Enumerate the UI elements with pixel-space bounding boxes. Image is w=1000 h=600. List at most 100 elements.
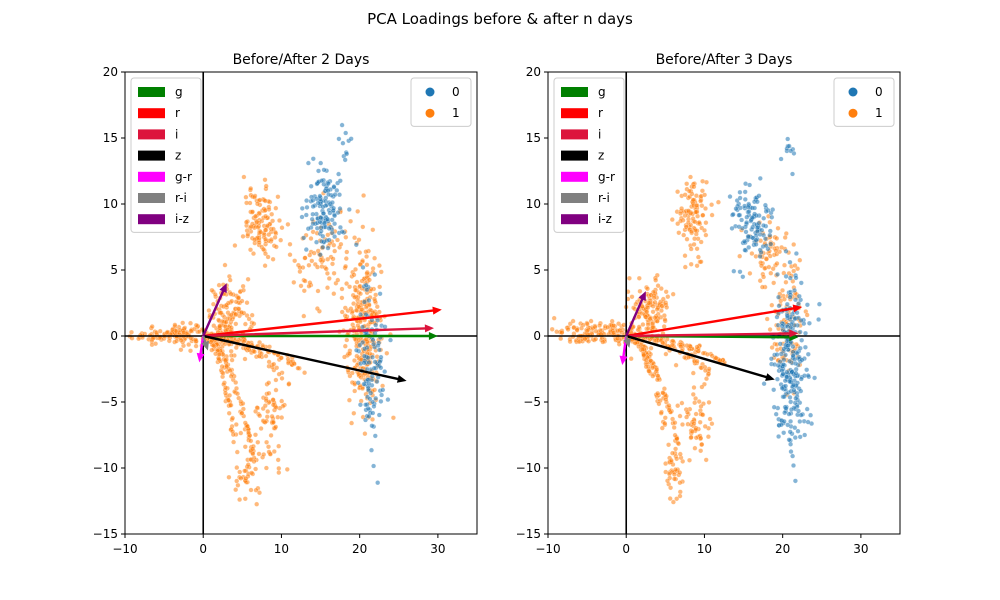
scatter-point-class-1 xyxy=(700,212,706,218)
scatter-point-class-0 xyxy=(747,182,753,188)
scatter-point-class-1 xyxy=(253,487,259,493)
loading-arrow-r xyxy=(626,304,803,338)
scatter-point-class-0 xyxy=(753,237,759,243)
figure-title: PCA Loadings before & after n days xyxy=(367,10,633,28)
scatter-point-class-0 xyxy=(373,395,379,401)
scatter-point-class-1 xyxy=(684,409,690,415)
scatter-point-class-0 xyxy=(332,192,338,198)
scatter-point-class-0 xyxy=(805,351,811,357)
scatter-point-class-1 xyxy=(354,353,360,359)
scatter-point-class-0 xyxy=(783,405,789,411)
legend-label-1: 1 xyxy=(875,106,883,120)
scatter-point-class-0 xyxy=(331,184,337,190)
scatter-point-class-1 xyxy=(671,425,677,431)
scatter-point-class-1 xyxy=(791,241,797,247)
scatter-point-class-0 xyxy=(362,346,368,352)
scatter-point-class-0 xyxy=(742,247,748,253)
scatter-point-class-1 xyxy=(687,457,693,463)
legend-swatch-i-z xyxy=(561,214,588,225)
scatter-point-class-1 xyxy=(266,359,272,365)
scatter-point-class-0 xyxy=(792,435,798,441)
x-tick-label: 20 xyxy=(352,542,367,556)
scatter-point-class-0 xyxy=(776,303,782,309)
scatter-point-class-1 xyxy=(284,466,290,472)
scatter-point-class-1 xyxy=(149,324,155,330)
loading-arrow-i-z xyxy=(202,283,227,337)
scatter-point-class-0 xyxy=(791,387,797,393)
scatter-point-class-1 xyxy=(648,345,654,351)
scatter-point-class-1 xyxy=(210,301,216,307)
scatter-point-class-1 xyxy=(643,364,649,370)
scatter-point-class-1 xyxy=(273,205,279,211)
scatter-point-class-1 xyxy=(307,280,313,286)
scatter-point-class-0 xyxy=(761,381,767,387)
scatter-point-class-0 xyxy=(797,419,803,425)
scatter-point-class-1 xyxy=(248,487,254,493)
scatter-point-class-1 xyxy=(266,380,272,386)
scatter-point-class-1 xyxy=(210,342,216,348)
scatter-point-class-1 xyxy=(774,235,780,241)
scatter-point-class-1 xyxy=(690,197,696,203)
scatter-point-class-1 xyxy=(325,232,331,238)
scatter-point-class-1 xyxy=(558,336,564,342)
scatter-point-class-0 xyxy=(346,206,352,212)
scatter-point-class-0 xyxy=(804,302,810,308)
scatter-point-class-1 xyxy=(672,432,678,438)
scatter-point-class-0 xyxy=(771,404,777,410)
scatter-point-class-1 xyxy=(681,232,687,238)
scatter-point-class-1 xyxy=(698,448,704,454)
legend-label-r: r xyxy=(175,106,180,120)
scatter-point-class-1 xyxy=(193,322,199,328)
scatter-point-class-0 xyxy=(785,343,791,349)
scatter-point-class-1 xyxy=(262,207,268,213)
scatter-point-class-1 xyxy=(243,194,249,200)
scatter-point-class-1 xyxy=(228,373,234,379)
loading-arrow-g-r xyxy=(196,335,205,363)
class-legend: 01 xyxy=(833,77,895,127)
scatter-point-class-1 xyxy=(713,355,719,361)
scatter-point-class-1 xyxy=(235,482,241,488)
scatter-point-class-0 xyxy=(757,175,763,181)
scatter-point-class-0 xyxy=(310,221,316,227)
scatter-point-class-0 xyxy=(361,360,367,366)
scatter-point-class-0 xyxy=(787,394,793,400)
scatter-point-class-1 xyxy=(775,225,781,231)
scatter-point-class-0 xyxy=(798,376,804,382)
scatter-point-class-1 xyxy=(266,390,272,396)
scatter-point-class-1 xyxy=(362,431,368,437)
scatter-point-class-1 xyxy=(222,357,228,363)
scatter-point-class-0 xyxy=(808,412,814,418)
scatter-point-class-1 xyxy=(643,314,649,320)
scatter-point-class-0 xyxy=(802,373,808,379)
scatter-point-class-0 xyxy=(382,324,388,330)
scatter-point-class-1 xyxy=(257,197,263,203)
scatter-point-class-1 xyxy=(242,321,248,327)
scatter-point-class-1 xyxy=(178,347,184,353)
scatter-point-class-0 xyxy=(805,419,811,425)
scatter-point-class-1 xyxy=(265,223,271,229)
scatter-point-class-1 xyxy=(670,291,676,297)
scatter-point-class-1 xyxy=(689,429,695,435)
scatter-point-class-0 xyxy=(739,217,745,223)
scatter-point-class-1 xyxy=(254,201,260,207)
scatter-point-class-1 xyxy=(236,306,242,312)
scatter-point-class-1 xyxy=(286,381,292,387)
scatter-point-class-1 xyxy=(747,270,753,276)
scatter-point-class-0 xyxy=(336,171,342,177)
scatter-point-class-0 xyxy=(733,206,739,212)
scatter-point-class-0 xyxy=(804,367,810,373)
scatter-point-class-1 xyxy=(258,229,264,235)
scatter-point-class-1 xyxy=(636,275,642,281)
scatter-point-class-1 xyxy=(364,270,370,276)
scatter-point-class-0 xyxy=(763,208,769,214)
scatter-point-class-0 xyxy=(329,217,335,223)
legend-label-g: g xyxy=(175,85,183,99)
scatter-point-class-1 xyxy=(663,397,669,403)
scatter-point-class-0 xyxy=(786,437,792,443)
scatter-point-class-0 xyxy=(779,323,785,329)
scatter-point-class-0 xyxy=(373,322,379,328)
scatter-point-class-1 xyxy=(584,321,590,327)
scatter-point-class-0 xyxy=(376,347,382,353)
scatter-point-class-1 xyxy=(153,341,159,347)
scatter-point-class-1 xyxy=(216,282,222,288)
